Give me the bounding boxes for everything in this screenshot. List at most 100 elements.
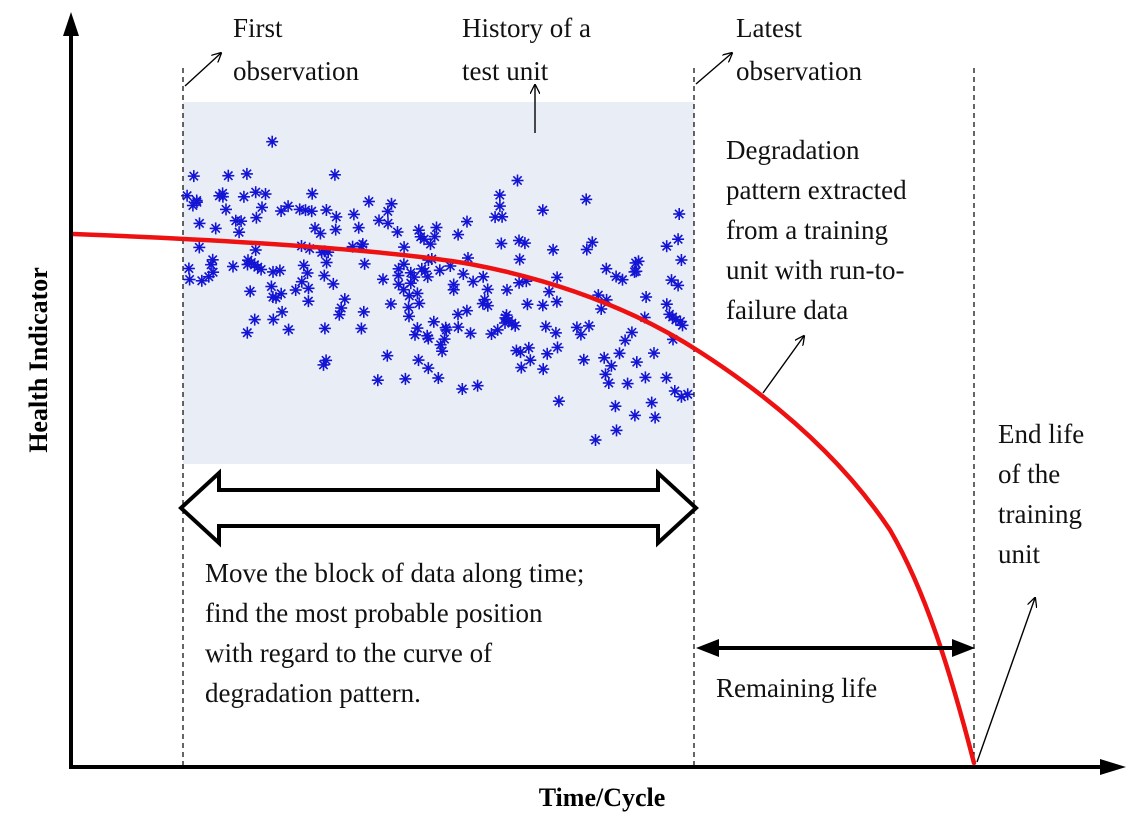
observation-point: [672, 233, 685, 246]
observation-point: [329, 223, 342, 236]
observation-point: [293, 203, 306, 216]
observation-point: [362, 195, 375, 208]
observation-point: [430, 221, 443, 234]
observation-point: [598, 351, 611, 364]
observation-point: [398, 241, 411, 254]
observation-point: [491, 323, 504, 336]
observation-point: [574, 328, 587, 341]
observation-point: [493, 189, 506, 202]
latest-observation-label: Latest observation: [736, 13, 862, 86]
observation-point: [477, 270, 490, 283]
observation-point: [381, 205, 394, 218]
test-unit-observations: [181, 135, 694, 446]
observation-point: [461, 215, 473, 228]
remaining-life-label: Remaining life: [716, 673, 877, 703]
observation-point: [613, 347, 626, 360]
observation-point: [570, 321, 583, 334]
observation-point: [681, 388, 694, 401]
observation-point: [427, 315, 440, 328]
move-block-double-arrow: [178, 468, 699, 548]
observation-point: [549, 326, 562, 339]
observation-point: [543, 285, 556, 298]
end-life-label: End life of the training unit: [998, 419, 1091, 569]
observation-point: [233, 226, 246, 239]
observation-point: [625, 326, 638, 339]
observation-point: [421, 270, 434, 283]
observation-point: [182, 262, 195, 275]
observation-point: [275, 205, 288, 217]
observation-point: [433, 264, 446, 277]
observation-point: [302, 295, 315, 308]
observation-point: [551, 341, 564, 354]
x-axis-title: Time/Cycle: [539, 783, 666, 812]
observation-point: [371, 374, 384, 387]
observation-point: [305, 205, 318, 218]
observation-point: [552, 395, 565, 408]
observation-point: [352, 221, 365, 234]
observation-point: [510, 344, 523, 357]
observation-point: [580, 193, 593, 206]
observation-point: [583, 319, 595, 332]
observation-point: [676, 319, 689, 332]
observation-point: [511, 174, 524, 187]
observation-point: [275, 287, 288, 300]
observation-point: [422, 362, 435, 375]
observation-point: [282, 200, 295, 213]
observation-point: [193, 241, 206, 254]
observation-point: [452, 321, 465, 334]
observation-point: [673, 208, 686, 220]
observation-point: [610, 424, 623, 437]
observation-point: [619, 334, 632, 347]
y-axis: [63, 12, 79, 767]
x-axis: [69, 759, 1126, 775]
observation-point: [404, 266, 417, 279]
observation-point: [335, 302, 348, 314]
observation-point: [328, 168, 341, 181]
observation-point: [249, 244, 262, 256]
observation-point: [524, 354, 537, 367]
observation-point: [649, 411, 662, 424]
observation-point: [424, 238, 437, 251]
observation-point: [489, 211, 502, 224]
observation-point: [377, 273, 389, 286]
observation-point: [413, 297, 426, 310]
observation-point: [602, 377, 615, 389]
observation-point: [209, 222, 222, 235]
observation-point: [439, 321, 452, 334]
y-axis-title: Health Indicator: [24, 267, 53, 453]
observation-point: [193, 217, 206, 230]
observation-point: [187, 170, 200, 183]
observation-point: [248, 313, 261, 326]
observation-point: [358, 257, 371, 270]
first-observation-arrow: [184, 53, 221, 87]
observation-point: [660, 371, 673, 384]
observation-point: [327, 277, 340, 290]
observation-point: [522, 341, 535, 354]
observation-point: [267, 313, 280, 326]
observation-point: [411, 287, 424, 300]
observation-point: [536, 204, 549, 217]
observation-point: [202, 270, 215, 283]
observation-point: [384, 298, 397, 310]
observation-point: [660, 298, 673, 311]
observation-point: [282, 323, 295, 336]
observation-point: [276, 305, 289, 318]
observation-point: [595, 303, 608, 315]
observation-point: [550, 295, 563, 308]
observation-point: [220, 203, 232, 216]
observation-point: [456, 383, 469, 395]
observation-point: [391, 226, 404, 238]
observation-point: [509, 319, 522, 332]
observation-point: [397, 258, 410, 271]
observation-point: [660, 240, 673, 253]
observation-point: [580, 243, 593, 256]
observation-point: [266, 135, 279, 148]
observation-point: [481, 283, 494, 296]
observation-point: [227, 260, 239, 273]
observation-point: [460, 304, 473, 317]
observation-point: [447, 278, 460, 291]
observation-point: [244, 285, 257, 298]
observation-point: [665, 274, 678, 287]
